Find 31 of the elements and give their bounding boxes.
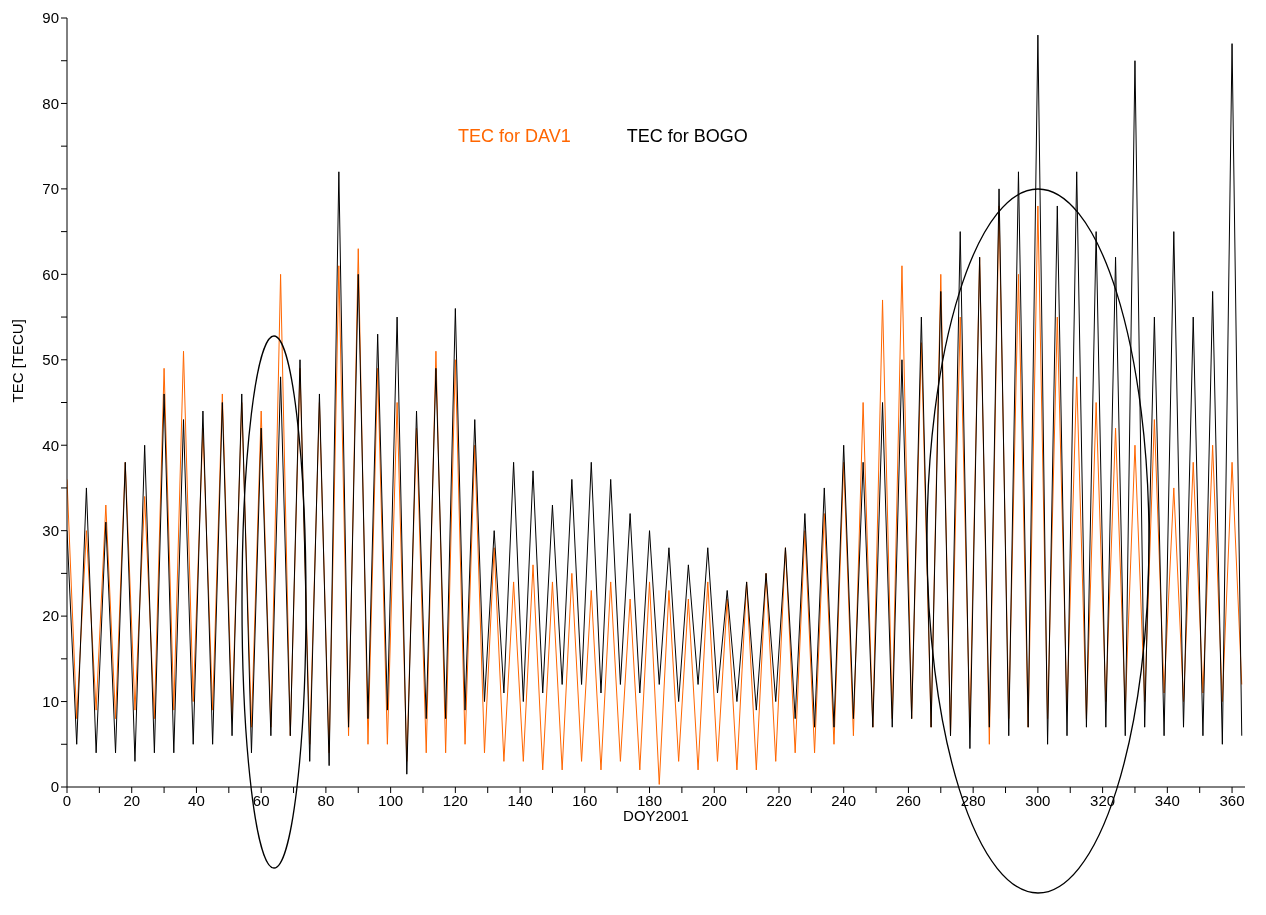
x-tick-label: 220 xyxy=(766,791,792,809)
x-tick-label: 260 xyxy=(895,791,921,809)
y-tick-label: 40 xyxy=(42,436,59,454)
text: TEC for BOGO xyxy=(626,126,748,147)
x-tick-label: 340 xyxy=(1154,791,1180,809)
x-axis-title: DOY2001 xyxy=(623,807,689,824)
x-tick-label: 80 xyxy=(317,791,335,809)
y-tick-label: 30 xyxy=(42,521,59,539)
y-axis-title: TEC [TECU] xyxy=(9,319,27,403)
x-tick-label: 100 xyxy=(378,791,404,809)
y-tick-label: 10 xyxy=(42,692,59,710)
y-tick-label: 0 xyxy=(50,778,59,796)
y-tick-label: 20 xyxy=(42,607,59,625)
text: TEC for DAV1 xyxy=(458,126,571,147)
x-tick-label: 300 xyxy=(1025,791,1051,809)
x-tick-label: 140 xyxy=(507,791,533,809)
y-tick-label: 90 xyxy=(42,9,59,27)
y-tick-label: 60 xyxy=(42,265,59,283)
x-tick-label: 20 xyxy=(123,791,141,809)
x-tick-label: 200 xyxy=(701,791,727,809)
x-tick-label: 120 xyxy=(442,791,468,809)
y-tick-label: 70 xyxy=(42,180,59,198)
x-tick-label: 60 xyxy=(252,791,270,809)
x-tick-label: 240 xyxy=(831,791,857,809)
x-tick-label: 160 xyxy=(572,791,598,809)
x-tick-label: 0 xyxy=(62,791,72,809)
x-tick-label: 180 xyxy=(637,791,663,809)
y-tick-label: 80 xyxy=(42,94,59,112)
x-tick-label: 40 xyxy=(188,791,205,809)
y-tick-label: 50 xyxy=(42,351,59,369)
x-tick-label: 360 xyxy=(1219,791,1245,809)
